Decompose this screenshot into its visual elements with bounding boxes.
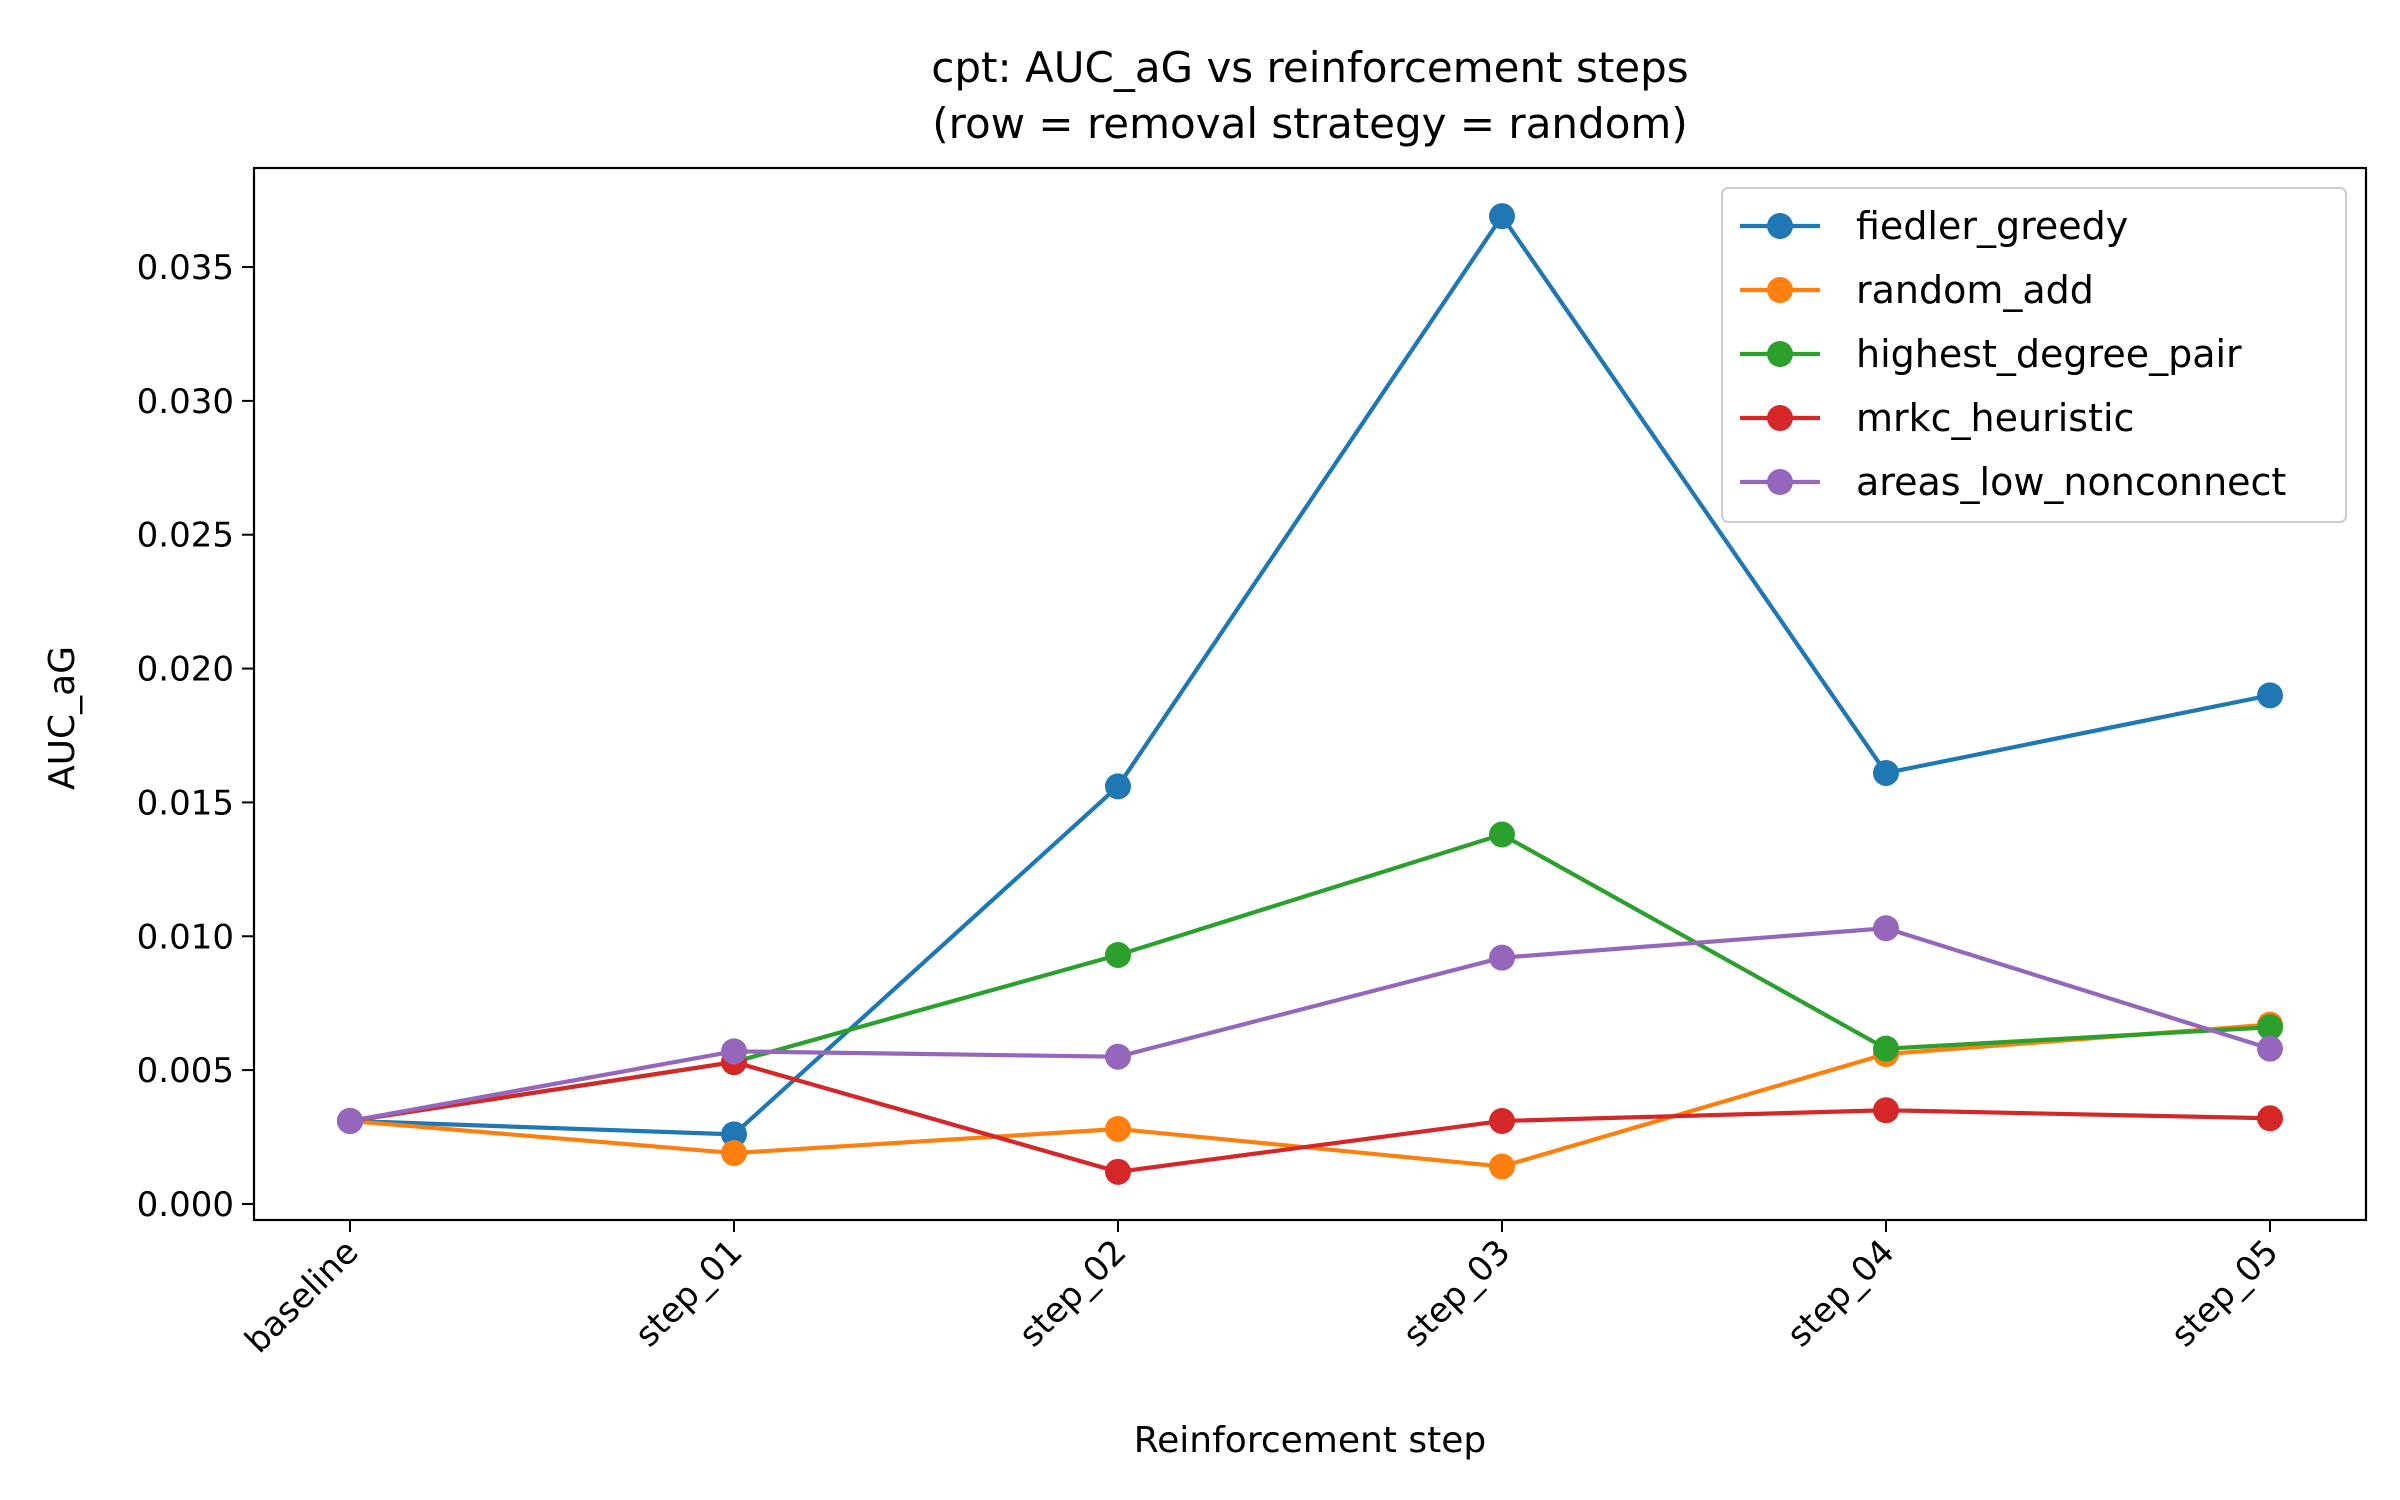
series-line bbox=[347, 926, 2273, 1124]
legend-entry: areas_low_nonconnect bbox=[1740, 460, 2286, 504]
legend-entry: random_add bbox=[1740, 268, 2094, 312]
y-tick-label: 0.020 bbox=[137, 650, 234, 690]
legend-marker bbox=[1767, 469, 1793, 495]
x-tick-label: step_04 bbox=[1779, 1232, 1902, 1355]
chart-title: cpt: AUC_aG vs reinforcement steps bbox=[931, 43, 1688, 92]
legend-label: highest_degree_pair bbox=[1856, 332, 2242, 376]
data-point bbox=[1105, 1115, 1131, 1142]
x-axis-label: Reinforcement step bbox=[1134, 1420, 1486, 1461]
series-layer bbox=[337, 203, 2283, 1185]
y-tick-label: 0.010 bbox=[137, 917, 234, 957]
x-axis: baseline step_01 step_02 step_03 step_04 step… bbox=[237, 1220, 2286, 1361]
data-point bbox=[2257, 1014, 2283, 1041]
legend-label: fiedler_greedy bbox=[1856, 204, 2128, 248]
y-axis: 0.000 0.005 0.010 0.015 0.020 0.025 0.030 0.035 bbox=[137, 248, 254, 1225]
y-tick-label: 0.000 bbox=[137, 1185, 234, 1225]
data-point bbox=[1105, 773, 1131, 800]
legend-label: areas_low_nonconnect bbox=[1856, 460, 2286, 504]
x-tick-label: step_05 bbox=[2163, 1232, 2286, 1355]
legend-entry: fiedler_greedy bbox=[1740, 204, 2128, 248]
data-point bbox=[1105, 1043, 1131, 1070]
data-point bbox=[1873, 1035, 1899, 1062]
legend-box bbox=[1721, 187, 2347, 523]
x-tick-label: baseline bbox=[237, 1232, 366, 1361]
legend-marker bbox=[1767, 277, 1793, 303]
y-tick-label: 0.025 bbox=[137, 516, 234, 556]
y-axis-label: AUC_aG bbox=[42, 646, 83, 790]
chart-subtitle: (row = removal strategy = random) bbox=[932, 99, 1687, 148]
data-point bbox=[1489, 1153, 1515, 1180]
data-point bbox=[1489, 944, 1515, 971]
legend: fiedler_greedy random_add highest_degree_p… bbox=[1721, 187, 2347, 523]
data-point bbox=[1489, 1107, 1515, 1134]
series-random-add bbox=[337, 1011, 2283, 1180]
series-areas-low-nonconnect bbox=[337, 915, 2283, 1134]
data-point bbox=[337, 1107, 363, 1134]
legend-label: random_add bbox=[1856, 268, 2094, 312]
data-point bbox=[2257, 682, 2283, 709]
data-point bbox=[721, 1121, 747, 1148]
y-tick-label: 0.035 bbox=[137, 248, 234, 288]
legend-marker bbox=[1767, 405, 1793, 431]
data-point bbox=[1873, 915, 1899, 942]
y-tick-label: 0.030 bbox=[137, 382, 234, 422]
data-point bbox=[1105, 1158, 1131, 1185]
legend-marker bbox=[1767, 341, 1793, 367]
data-point bbox=[1489, 203, 1515, 230]
legend-entry: highest_degree_pair bbox=[1740, 332, 2242, 376]
legend-marker bbox=[1767, 213, 1793, 239]
series-line bbox=[347, 214, 2273, 1137]
series-line bbox=[347, 1059, 2273, 1174]
x-tick-label: step_02 bbox=[1011, 1232, 1134, 1355]
data-point bbox=[1873, 759, 1899, 786]
y-tick-label: 0.015 bbox=[137, 783, 234, 823]
data-point bbox=[1489, 821, 1515, 848]
data-point bbox=[1873, 1097, 1899, 1124]
x-tick-label: step_03 bbox=[1395, 1232, 1518, 1355]
data-point bbox=[2257, 1105, 2283, 1132]
data-point bbox=[721, 1038, 747, 1065]
data-point bbox=[2257, 1035, 2283, 1062]
data-point bbox=[1105, 941, 1131, 968]
y-tick-label: 0.005 bbox=[137, 1051, 234, 1091]
legend-entry: mrkc_heuristic bbox=[1740, 396, 2134, 440]
data-point bbox=[721, 1140, 747, 1167]
x-tick-label: step_01 bbox=[627, 1232, 750, 1355]
plot-frame bbox=[252, 166, 2368, 1222]
legend-label: mrkc_heuristic bbox=[1856, 396, 2134, 440]
series-highest-degree-pair bbox=[337, 821, 2283, 1134]
